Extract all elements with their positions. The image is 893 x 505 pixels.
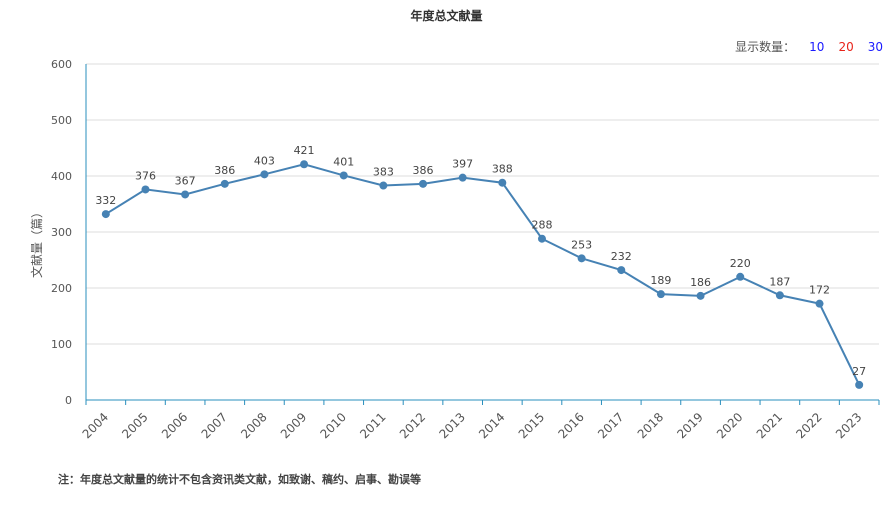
data-label: 186 bbox=[690, 276, 711, 289]
x-tick-label: 2006 bbox=[159, 410, 190, 441]
x-tick-label: 2012 bbox=[397, 410, 428, 441]
x-tick-label: 2014 bbox=[476, 410, 507, 441]
data-label: 386 bbox=[413, 164, 434, 177]
data-label: 367 bbox=[175, 174, 196, 187]
x-tick-label: 2017 bbox=[595, 410, 626, 441]
data-point bbox=[300, 160, 308, 168]
data-label: 403 bbox=[254, 154, 275, 167]
y-tick-label: 300 bbox=[51, 226, 72, 239]
x-tick-label: 2013 bbox=[436, 410, 467, 441]
x-tick-label: 2015 bbox=[516, 410, 547, 441]
data-point bbox=[459, 174, 467, 182]
x-tick-label: 2011 bbox=[357, 410, 388, 441]
data-label: 376 bbox=[135, 169, 156, 182]
data-point bbox=[141, 185, 149, 193]
data-label: 288 bbox=[531, 219, 552, 232]
data-point bbox=[617, 266, 625, 274]
line-chart: 0 100 200 300 400 500 600 2004 2005 2006 2007 2008 2… bbox=[0, 0, 893, 460]
data-label: 383 bbox=[373, 166, 394, 179]
data-label: 172 bbox=[809, 284, 830, 297]
data-point bbox=[181, 190, 189, 198]
data-label: 220 bbox=[730, 257, 751, 270]
y-tick-label: 100 bbox=[51, 338, 72, 351]
footnote: 注：年度总文献量的统计不包含资讯类文献，如致谢、稿约、启事、勘误等 bbox=[58, 471, 421, 487]
x-tick-label: 2009 bbox=[278, 410, 309, 441]
data-label: 386 bbox=[214, 164, 235, 177]
data-label: 388 bbox=[492, 163, 513, 176]
data-point bbox=[260, 170, 268, 178]
y-tick-label: 0 bbox=[65, 394, 72, 407]
data-label: 397 bbox=[452, 158, 473, 171]
data-label: 232 bbox=[611, 250, 632, 263]
data-label: 189 bbox=[650, 274, 671, 287]
data-point bbox=[419, 180, 427, 188]
data-point bbox=[340, 171, 348, 179]
x-tick-label: 2022 bbox=[793, 410, 824, 441]
data-point bbox=[578, 254, 586, 262]
x-tick-label: 2007 bbox=[199, 410, 230, 441]
x-tick-label: 2010 bbox=[318, 410, 349, 441]
x-tick-label: 2019 bbox=[674, 410, 705, 441]
data-label: 253 bbox=[571, 238, 592, 251]
series-line bbox=[106, 164, 859, 385]
data-point bbox=[776, 291, 784, 299]
data-point bbox=[498, 179, 506, 187]
x-tick-label: 2004 bbox=[80, 410, 111, 441]
data-point bbox=[538, 235, 546, 243]
x-tick-label: 2021 bbox=[754, 410, 785, 441]
x-tick-label: 2018 bbox=[635, 410, 666, 441]
x-tick-label: 2023 bbox=[833, 410, 864, 441]
data-point bbox=[102, 210, 110, 218]
x-tick-label: 2016 bbox=[555, 410, 586, 441]
y-tick-label: 200 bbox=[51, 282, 72, 295]
y-axis-title: 文献量（篇） bbox=[29, 206, 44, 278]
data-point bbox=[736, 273, 744, 281]
y-tick-label: 600 bbox=[51, 58, 72, 71]
data-label: 332 bbox=[95, 194, 116, 207]
data-point bbox=[816, 300, 824, 308]
y-tick-label: 500 bbox=[51, 114, 72, 127]
data-point bbox=[697, 292, 705, 300]
x-tick-label: 2020 bbox=[714, 410, 745, 441]
x-tick-label: 2005 bbox=[119, 410, 150, 441]
data-label: 421 bbox=[294, 144, 315, 157]
data-point bbox=[855, 381, 863, 389]
data-label: 27 bbox=[852, 365, 866, 378]
data-label: 187 bbox=[769, 275, 790, 288]
data-point bbox=[221, 180, 229, 188]
x-tick-label: 2008 bbox=[238, 410, 269, 441]
data-point bbox=[379, 182, 387, 190]
y-tick-label: 400 bbox=[51, 170, 72, 183]
data-point bbox=[657, 290, 665, 298]
data-label: 401 bbox=[333, 155, 354, 168]
